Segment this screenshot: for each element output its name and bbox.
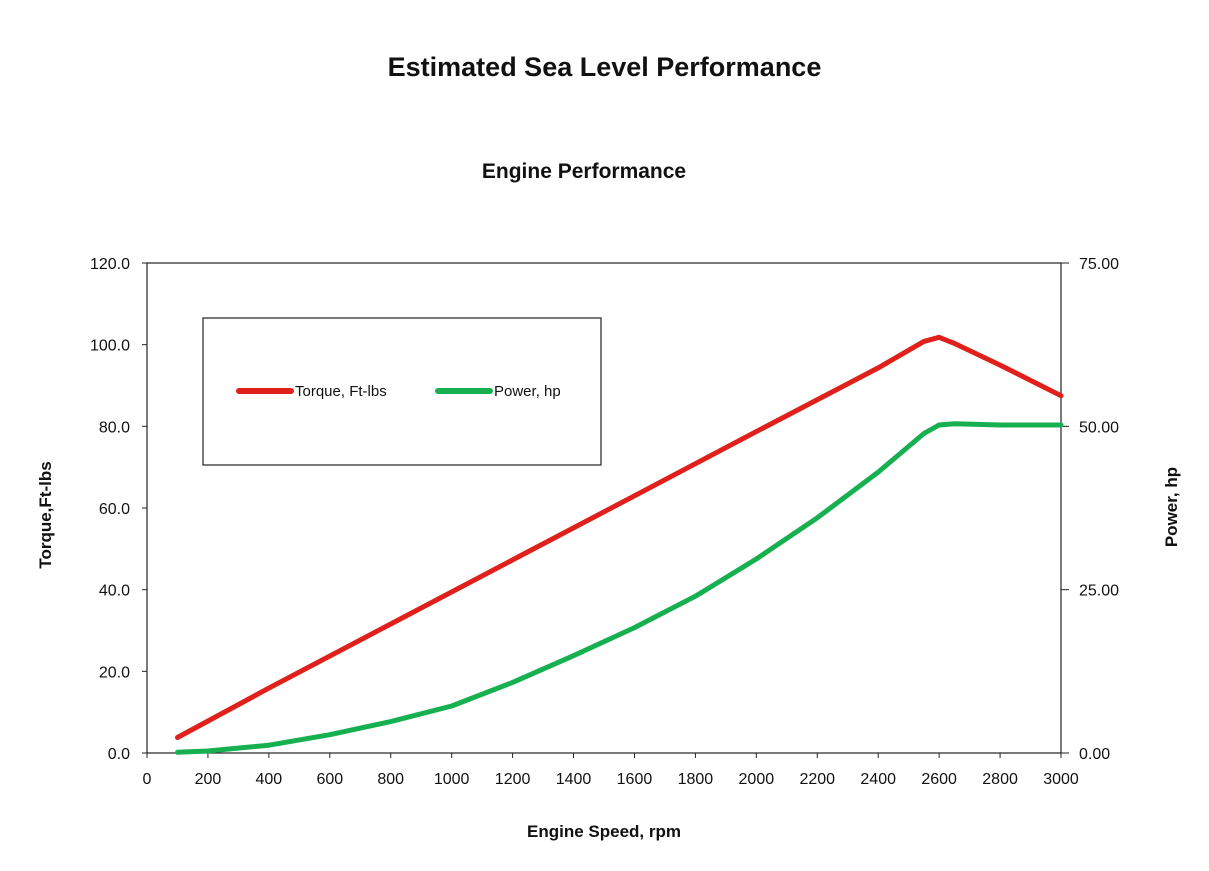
x-axis-label: Engine Speed, rpm <box>527 822 681 841</box>
y-left-tick-label: 60.0 <box>99 501 130 518</box>
series-line-power <box>175 421 1064 755</box>
x-tick-label: 2200 <box>799 771 835 788</box>
x-tick-label: 600 <box>316 771 343 788</box>
x-tick-label: 2400 <box>860 771 896 788</box>
x-tick-label: 1400 <box>556 771 592 788</box>
x-tick-label: 3000 <box>1043 771 1079 788</box>
x-tick-label: 200 <box>195 771 222 788</box>
y-left-tick-label: 40.0 <box>99 583 130 600</box>
x-tick-label: 1200 <box>495 771 531 788</box>
x-tick-label: 2600 <box>921 771 957 788</box>
y-right-tick-label: 75.00 <box>1079 256 1119 273</box>
y-left-tick-label: 100.0 <box>90 338 130 355</box>
x-tick-label: 2000 <box>739 771 775 788</box>
y-right-axis-label: Power, hp <box>1162 467 1181 547</box>
y-left-tick-label: 0.0 <box>108 746 130 763</box>
x-tick-label: 2800 <box>982 771 1018 788</box>
y-right-tick-label: 25.00 <box>1079 583 1119 600</box>
y-right-tick-label: 0.00 <box>1079 746 1110 763</box>
x-tick-label: 1800 <box>678 771 714 788</box>
x-tick-label: 1600 <box>617 771 653 788</box>
y-right-tick-label: 50.00 <box>1079 419 1119 436</box>
x-tick-label: 800 <box>377 771 404 788</box>
chart-title: Engine Performance <box>482 160 686 183</box>
legend-label-power: Power, hp <box>494 383 561 400</box>
legend-label-torque: Torque, Ft-lbs <box>295 383 387 400</box>
series-line-torque <box>175 334 1064 740</box>
y-left-tick-label: 80.0 <box>99 419 130 436</box>
page-title: Estimated Sea Level Performance <box>387 52 822 82</box>
y-left-tick-label: 20.0 <box>99 664 130 681</box>
x-tick-label: 0 <box>143 771 152 788</box>
y-left-axis-label: Torque,Ft-lbs <box>36 461 55 568</box>
y-left-tick-label: 120.0 <box>90 256 130 273</box>
x-tick-label: 400 <box>256 771 283 788</box>
x-tick-label: 1000 <box>434 771 470 788</box>
